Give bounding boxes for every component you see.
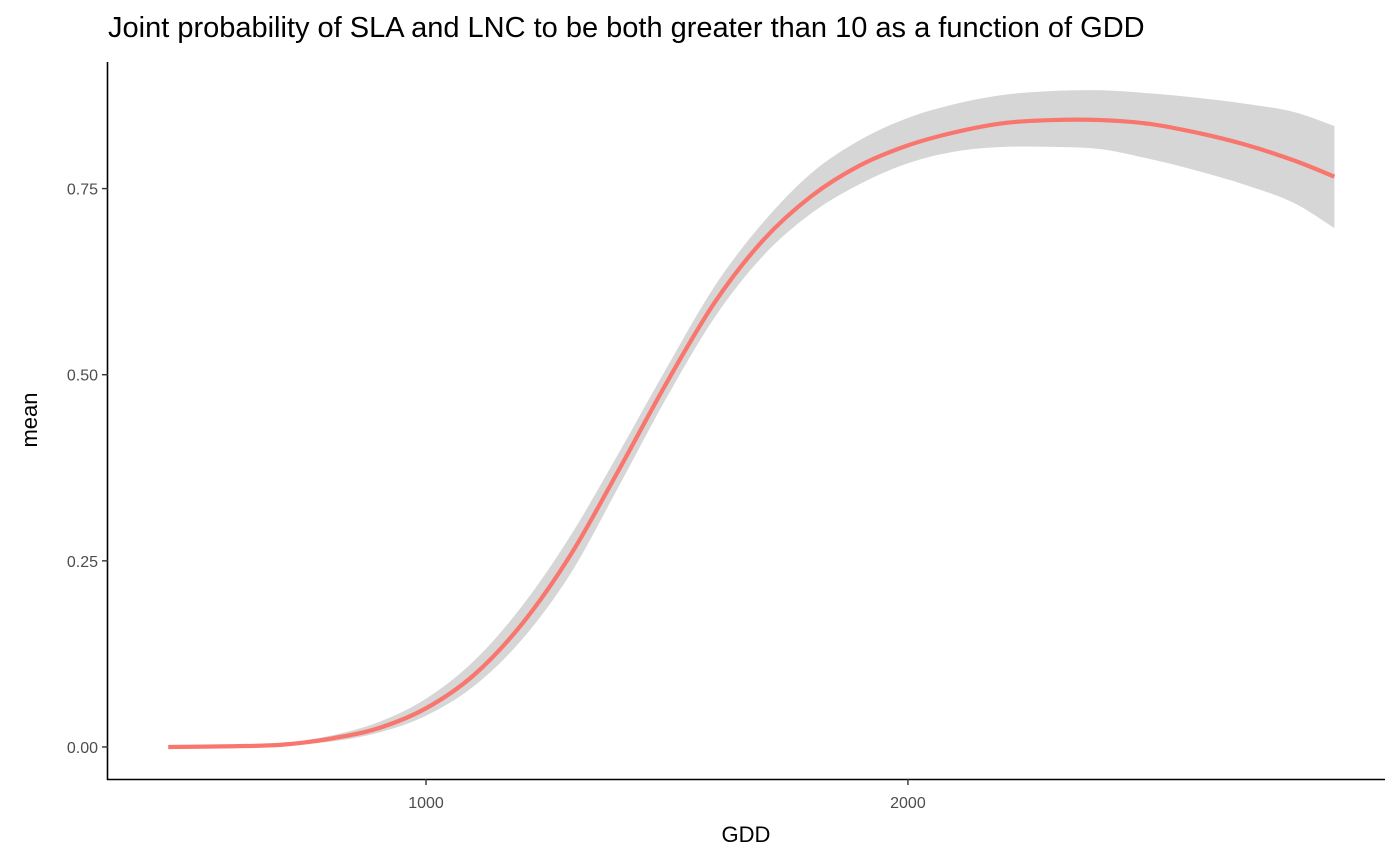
confidence-ribbon-layer <box>168 90 1335 748</box>
x-axis-title: GDD <box>722 822 771 847</box>
chart-title: Joint probability of SLA and LNC to be b… <box>108 12 1145 44</box>
confidence-ribbon <box>168 90 1335 748</box>
x-tick-label: 1000 <box>408 795 444 812</box>
y-tick-label: 0.25 <box>67 554 98 571</box>
y-axis-title: mean <box>17 392 42 447</box>
y-tick-label: 0.75 <box>67 182 98 199</box>
y-tick-label: 0.50 <box>67 368 98 385</box>
x-axis-ticks: 1000 2000 <box>408 779 926 812</box>
mean-line <box>168 117 1336 750</box>
y-axis-ticks: 0.00 0.25 0.50 0.75 <box>67 182 108 757</box>
x-tick-label: 2000 <box>890 795 926 812</box>
y-tick-label: 0.00 <box>67 740 98 757</box>
mean-line-layer <box>168 117 1336 750</box>
